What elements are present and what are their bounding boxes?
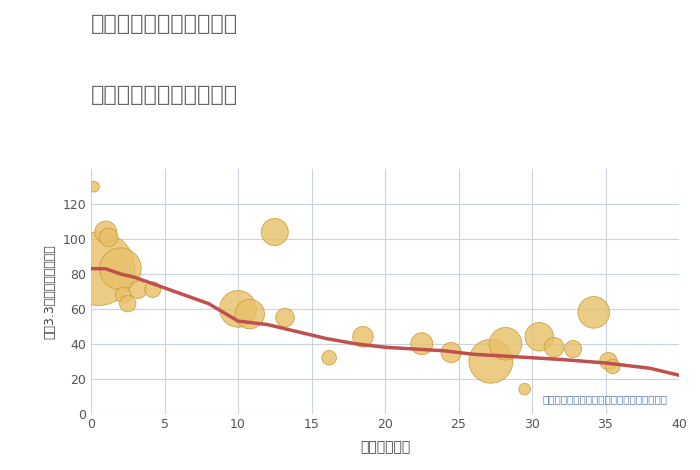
Point: [279, 314, 290, 321]
Point: [603, 358, 614, 365]
Point: [92, 265, 104, 273]
Point: [115, 265, 126, 273]
Point: [103, 234, 114, 241]
Point: [88, 183, 99, 190]
Point: [549, 344, 560, 351]
Point: [122, 300, 133, 307]
Text: 兵庫県姫路市市川橋通の: 兵庫県姫路市市川橋通の: [91, 14, 238, 34]
Point: [519, 385, 531, 393]
Point: [588, 309, 599, 316]
Point: [100, 228, 111, 236]
Point: [147, 286, 158, 293]
Point: [358, 333, 369, 341]
Point: [608, 363, 619, 370]
Point: [446, 349, 457, 356]
Point: [244, 310, 256, 318]
X-axis label: 築年数（年）: 築年数（年）: [360, 440, 410, 454]
Text: 築年数別中古戸建て価格: 築年数別中古戸建て価格: [91, 85, 238, 105]
Point: [118, 291, 129, 298]
Point: [485, 358, 496, 365]
Point: [323, 354, 335, 361]
Text: 円の大きさは、取引のあった物件面積を示す: 円の大きさは、取引のあった物件面積を示す: [542, 394, 667, 404]
Point: [534, 333, 545, 341]
Point: [568, 345, 579, 353]
Point: [416, 340, 427, 347]
Point: [232, 305, 244, 313]
Y-axis label: 坪（3.3㎡）単価（万円）: 坪（3.3㎡）単価（万円）: [43, 244, 57, 339]
Point: [132, 286, 144, 293]
Point: [500, 340, 511, 347]
Point: [269, 228, 280, 236]
